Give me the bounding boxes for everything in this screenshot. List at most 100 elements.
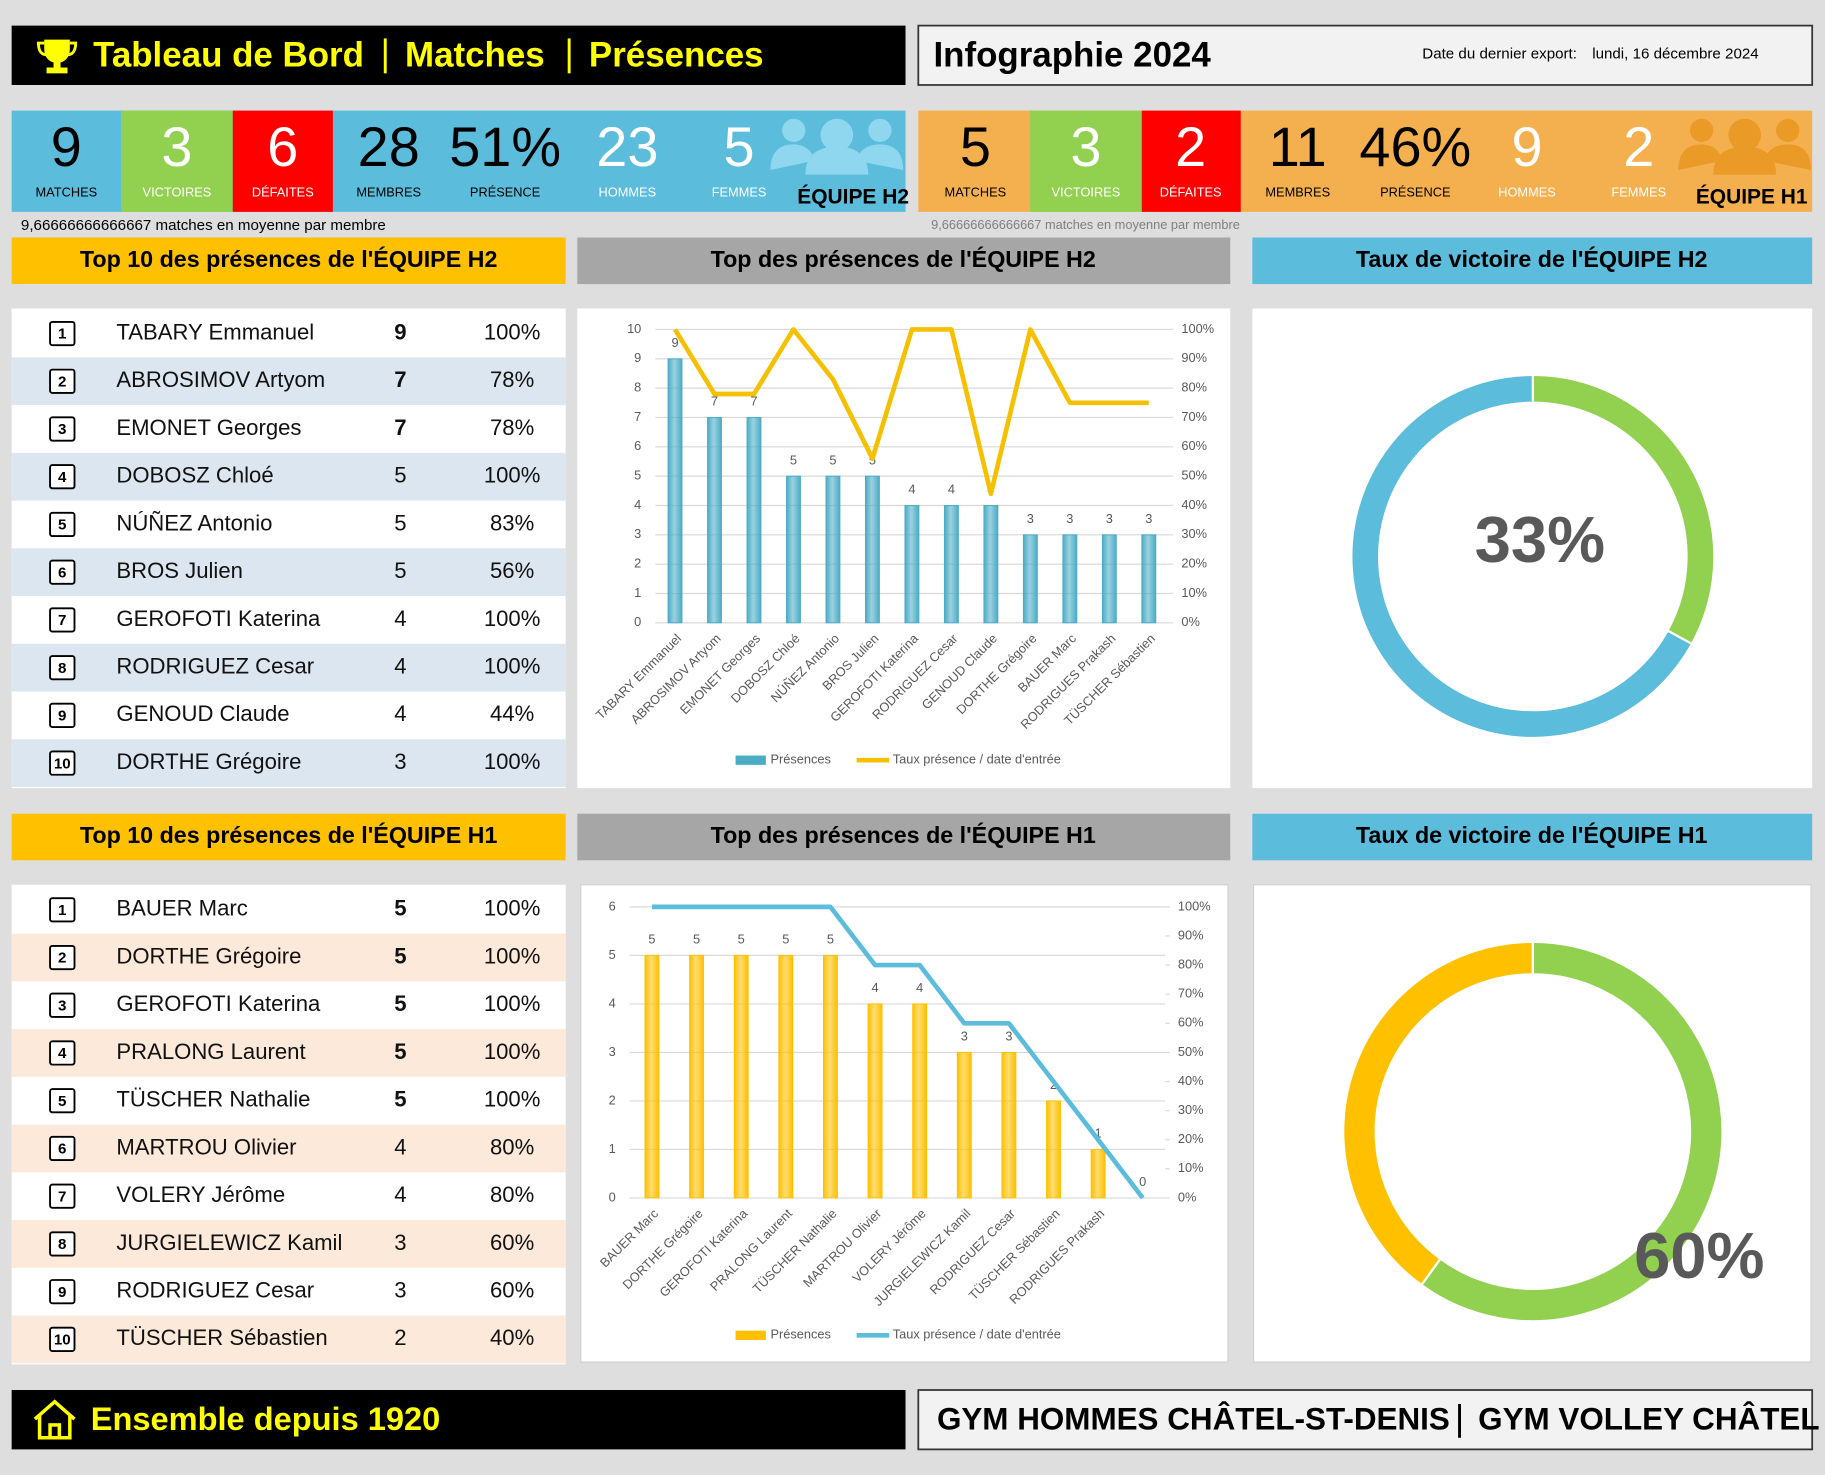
rank-box [49,1040,76,1066]
footer-box [917,1389,1814,1451]
presence-rate: 80% [490,1182,534,1207]
data-label: 3 [1106,511,1113,526]
match-count: 5 [394,1087,406,1112]
kpi-label: MATCHES [36,185,98,200]
y2-tick-label: 20% [1181,556,1207,571]
member-name: RODRIGUEZ Cesar [116,1277,314,1302]
match-count: 7 [394,415,406,440]
member-name: JURGIELEWICZ Kamil [116,1230,342,1255]
export-date: lundi, 16 décembre 2024 [1592,46,1758,63]
match-count: 5 [394,558,406,583]
bar [864,475,880,624]
y-tick-label: 3 [609,1044,616,1059]
bar [904,505,920,624]
y-tick-label: 4 [634,497,641,512]
rank-box [49,416,76,442]
rank-box [49,559,76,585]
kpi-label: PRÉSENCE [1380,185,1450,200]
bar [822,954,838,1199]
data-label: 5 [829,452,836,467]
rank: 2 [58,950,66,967]
kpi-label: FEMMES [712,185,767,200]
rank: 7 [58,612,66,629]
data-label: 7 [750,394,757,409]
member-name: VOLERY Jérôme [116,1182,285,1207]
member-name: GEROFOTI Katerina [116,606,321,631]
legend-swatch [735,1330,766,1340]
member-name: TÜSCHER Sébastien [116,1325,327,1350]
rank: 5 [58,517,66,534]
y-tick-label: 8 [634,380,641,395]
y2-tick-label: 70% [1181,409,1207,424]
bar [707,417,722,624]
line-series [651,904,1145,1200]
bar [1062,534,1078,624]
rank-box [49,511,76,538]
table-row-bg [11,357,566,406]
bar [867,1003,883,1199]
presence-rate: 60% [490,1230,534,1255]
match-count: 9 [394,319,406,344]
rank-box [49,464,76,490]
presence-rate: 44% [490,701,534,726]
y-tick-label: 0 [634,614,641,629]
presence-rate: 60% [490,1277,534,1302]
rank: 1 [58,326,66,343]
donut-slice [1422,942,1722,1321]
people-icon [770,118,904,175]
member-name: DORTHE Grégoire [116,749,301,774]
kpi-bg [1141,110,1241,212]
kpi-value: 9 [1512,115,1543,178]
data-label: 5 [738,932,745,947]
kpi-value: 3 [1070,115,1101,178]
rank: 3 [58,421,66,438]
y2-tick-label: 90% [1181,350,1207,365]
section-title: Top 10 des présences de l'ÉQUIPE H1 [80,821,498,848]
match-count: 7 [394,367,406,392]
rank-box [49,1088,76,1114]
section-header [11,237,566,285]
member-name: BROS Julien [116,558,243,583]
kpi-value: 2 [1623,115,1654,178]
bar [644,954,660,1199]
rank: 10 [54,1332,71,1349]
match-count: 3 [394,1277,406,1302]
kpi-value: 23 [596,115,658,178]
y-tick-label: 2 [634,556,641,571]
kpi-bg [232,110,333,212]
y-tick-label: 1 [634,585,641,600]
member-name: DORTHE Grégoire [116,943,301,968]
data-label: 1 [1095,1126,1102,1141]
data-label: 4 [908,482,915,497]
rank: 4 [58,469,67,486]
rank-box [49,607,76,633]
member-name: MARTROU Olivier [116,1134,296,1159]
data-label: 4 [948,482,955,497]
y2-tick-label: 30% [1181,526,1207,541]
data-label: 5 [827,932,834,947]
match-count: 3 [394,749,406,774]
data-label: 3 [1145,511,1152,526]
section-title: Top 10 des présences de l'ÉQUIPE H2 [80,245,498,272]
average: 9,66666666666667 matches en moyenne par … [21,217,386,234]
bar [912,1003,928,1199]
bar [1101,534,1117,624]
rank-box [49,1279,76,1305]
kpi-label: PRÉSENCE [470,185,540,200]
rank: 9 [58,1284,66,1301]
y2-tick-label: 0% [1178,1189,1196,1204]
legend-label: Présences [771,1327,831,1342]
rank-box [49,897,76,923]
rank-box [49,368,76,394]
presence-rate: 80% [490,1134,534,1159]
donut-label: 33% [1475,503,1605,576]
table-row-bg [11,933,566,982]
match-count: 5 [394,1039,406,1064]
match-count: 5 [394,896,406,921]
rank: 10 [54,755,71,772]
motto: Ensemble depuis 1920 [91,1400,440,1437]
club: GYM VOLLEY CHÂTEL [1478,1401,1819,1437]
section-header [577,813,1231,861]
y-tick-label: 4 [609,995,616,1010]
y2-tick-label: 100% [1181,321,1214,336]
